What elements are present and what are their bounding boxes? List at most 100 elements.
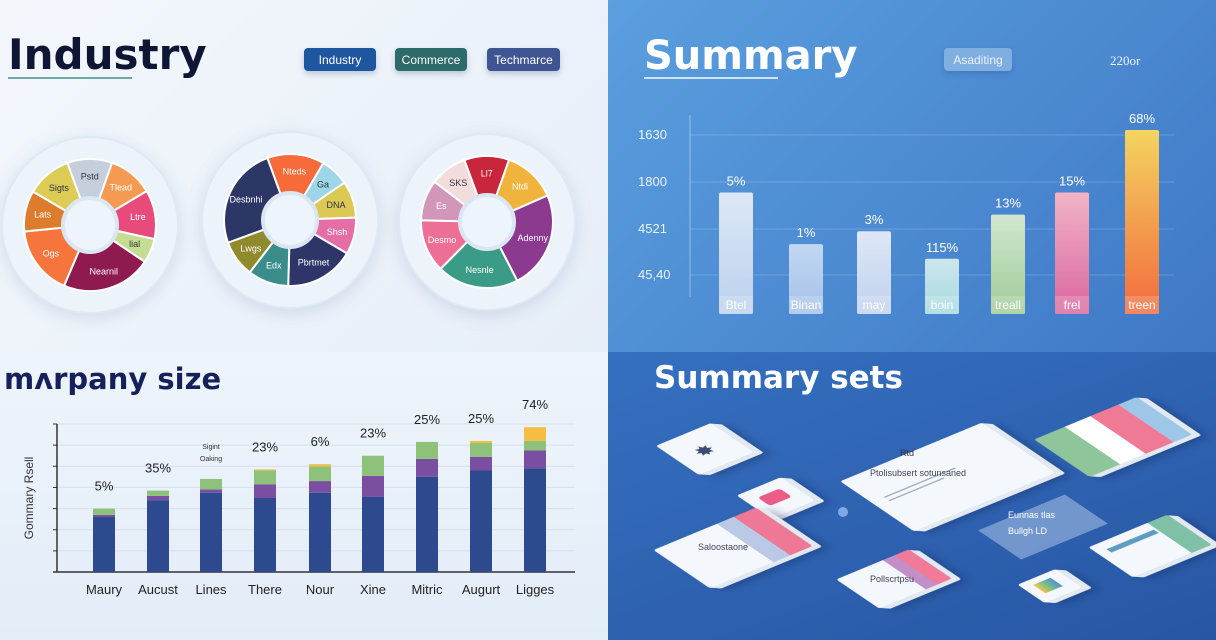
bar-segment-green <box>254 470 276 485</box>
slice-label: Shsh <box>327 227 348 237</box>
y-axis-label: Gommary Rsell <box>22 457 36 540</box>
bar-segment-purple <box>309 481 331 493</box>
leaf-icon: ✸ <box>686 440 723 461</box>
bar-segment-purple <box>254 484 276 498</box>
industry-panel: Industry Industry Commerce Techmarce Pst… <box>0 0 608 352</box>
doc-line <box>888 477 945 502</box>
slice-label: Desbnhi <box>230 195 263 205</box>
bar <box>789 244 823 314</box>
bar-value-label: 1% <box>797 225 816 240</box>
summary-panel: Summary Asaditing 220or 1630 1800 4521 45,4… <box>608 0 1216 352</box>
bar-segment-purple <box>416 458 438 477</box>
bar-category-label: boin <box>931 298 954 312</box>
bar-value-label: 13% <box>995 196 1021 211</box>
industry-button[interactable]: Industry <box>304 48 376 71</box>
slice-label: Nesnle <box>466 265 494 275</box>
bar-category-label: treall <box>995 298 1021 312</box>
bar-value-label: 5% <box>727 174 746 189</box>
bar-segment-yellow <box>309 464 331 467</box>
x-tick-label: There <box>248 582 282 597</box>
bar-value-label: 5% <box>95 479 114 494</box>
bar <box>1125 130 1159 314</box>
bar-segment-green <box>470 443 492 457</box>
slice-label: Sigts <box>49 183 70 193</box>
x-tick-label: Xine <box>360 582 386 597</box>
bar-segment-yellow <box>254 469 276 471</box>
bar-segment-purple <box>470 456 492 471</box>
donut-charts: Pstd Tlead Ltre lial Nearnil Ogs Lats Sigts Nted… <box>1 131 576 314</box>
slice-label: Ll7 <box>481 169 493 179</box>
bar-label-bg <box>1055 296 1089 314</box>
panel-text: Bullgh LD <box>1008 526 1048 536</box>
bar-segment-navy <box>416 476 438 572</box>
card-text: Saloostaone <box>698 542 749 552</box>
y-tick-label: 1630 <box>638 127 667 142</box>
x-tick-label: Nour <box>306 582 335 597</box>
company-size-panel: mʌrpany size Gommary Rsell Maury 5% Aucust 3… <box>0 352 608 640</box>
document-stack-folder[interactable] <box>1017 568 1083 604</box>
document-stack-striped[interactable] <box>1034 397 1192 477</box>
bar-segment-purple <box>200 489 222 493</box>
corner-text: 220or <box>1110 53 1141 68</box>
doc-bar <box>1106 529 1159 553</box>
bar-category-label: Binan <box>791 298 822 312</box>
bar-category-label: may <box>863 298 886 312</box>
slice-label: Lwgs <box>240 244 262 254</box>
y-tick-label: 1800 <box>638 174 667 189</box>
panel-text: Eunnas tlas <box>1008 510 1056 520</box>
x-tick-label: Aucust <box>138 582 178 597</box>
bar-segment-green <box>416 441 438 459</box>
bar-label-bg <box>925 296 959 314</box>
bar-value-label: Sigint <box>202 444 220 451</box>
bar-category-label: Btel <box>726 298 747 312</box>
document-stack-leaf[interactable]: ✸ <box>655 422 755 476</box>
bar-segment-navy <box>147 500 169 572</box>
bar-value-label: 35% <box>145 461 171 476</box>
bar-label-bg <box>857 296 891 314</box>
x-tick-label: Maury <box>86 582 123 597</box>
slice-label: Nearnil <box>89 267 118 277</box>
slice-label: Ltre <box>130 212 146 222</box>
gadget-icon <box>757 488 792 506</box>
bar-segment-purple <box>147 495 169 501</box>
bar-segment-green <box>309 466 331 482</box>
doc-heading: Rtd <box>900 448 915 458</box>
bar-value-label: 25% <box>414 412 440 427</box>
y-tick-label: 4521 <box>638 221 667 236</box>
slice-label: Pbrtmet <box>298 257 330 267</box>
slice-label: Ga <box>317 179 329 189</box>
card-text: Pollscrtpsu <box>870 574 915 584</box>
bar-segment-navy <box>254 498 276 572</box>
bar-value-label: Oaking <box>200 456 222 463</box>
bar-value-label: 115% <box>926 240 959 255</box>
slice-label: Edx <box>266 261 282 271</box>
bar-segment-green <box>362 455 384 476</box>
bar-segment-green <box>524 440 546 451</box>
bar <box>1055 192 1089 314</box>
bar-segment-navy <box>524 468 546 572</box>
bar-segment-green <box>200 478 222 490</box>
bar-segment-purple <box>362 475 384 497</box>
bar-label-bg <box>719 296 753 314</box>
slice-label: Es <box>436 201 447 211</box>
asaditing-button[interactable]: Asaditing <box>944 48 1012 71</box>
bar-category-label: frel <box>1064 298 1081 312</box>
slice-label: Pstd <box>81 172 99 182</box>
slice-label: Adenny <box>517 233 548 243</box>
bar-category-label: treen <box>1128 298 1155 312</box>
dot <box>838 507 848 517</box>
slice-label: Ogs <box>43 249 60 259</box>
x-tick-label: Mitric <box>411 582 443 597</box>
company-size-title: mʌrpany size <box>4 362 222 396</box>
commerce-button[interactable]: Commerce <box>395 48 467 71</box>
bar-label-bg <box>789 296 823 314</box>
x-tick-label: Augurt <box>462 582 501 597</box>
bar-segment-navy <box>93 517 115 572</box>
techmarce-button[interactable]: Techmarce <box>487 48 560 71</box>
summary-sets-title: Summary sets <box>654 360 903 396</box>
industry-title: Industry <box>8 30 207 79</box>
x-tick-label: Lines <box>195 582 227 597</box>
bar-value-label: 23% <box>360 426 386 441</box>
slice-label: Lats <box>34 210 52 220</box>
summary-title: Summary <box>644 33 858 79</box>
